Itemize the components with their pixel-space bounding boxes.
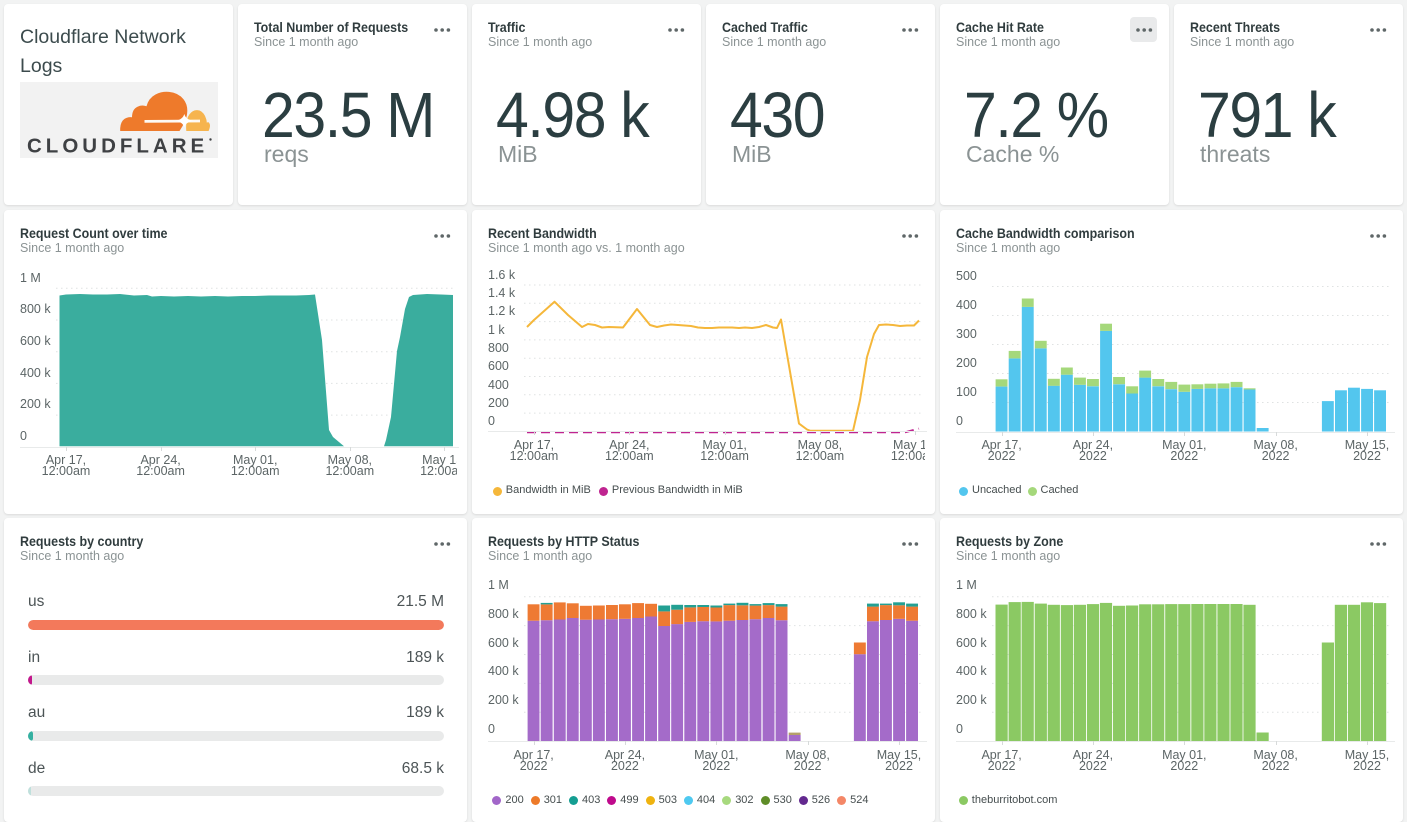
svg-text:CLOUDFLARE: CLOUDFLARE [27, 135, 208, 158]
